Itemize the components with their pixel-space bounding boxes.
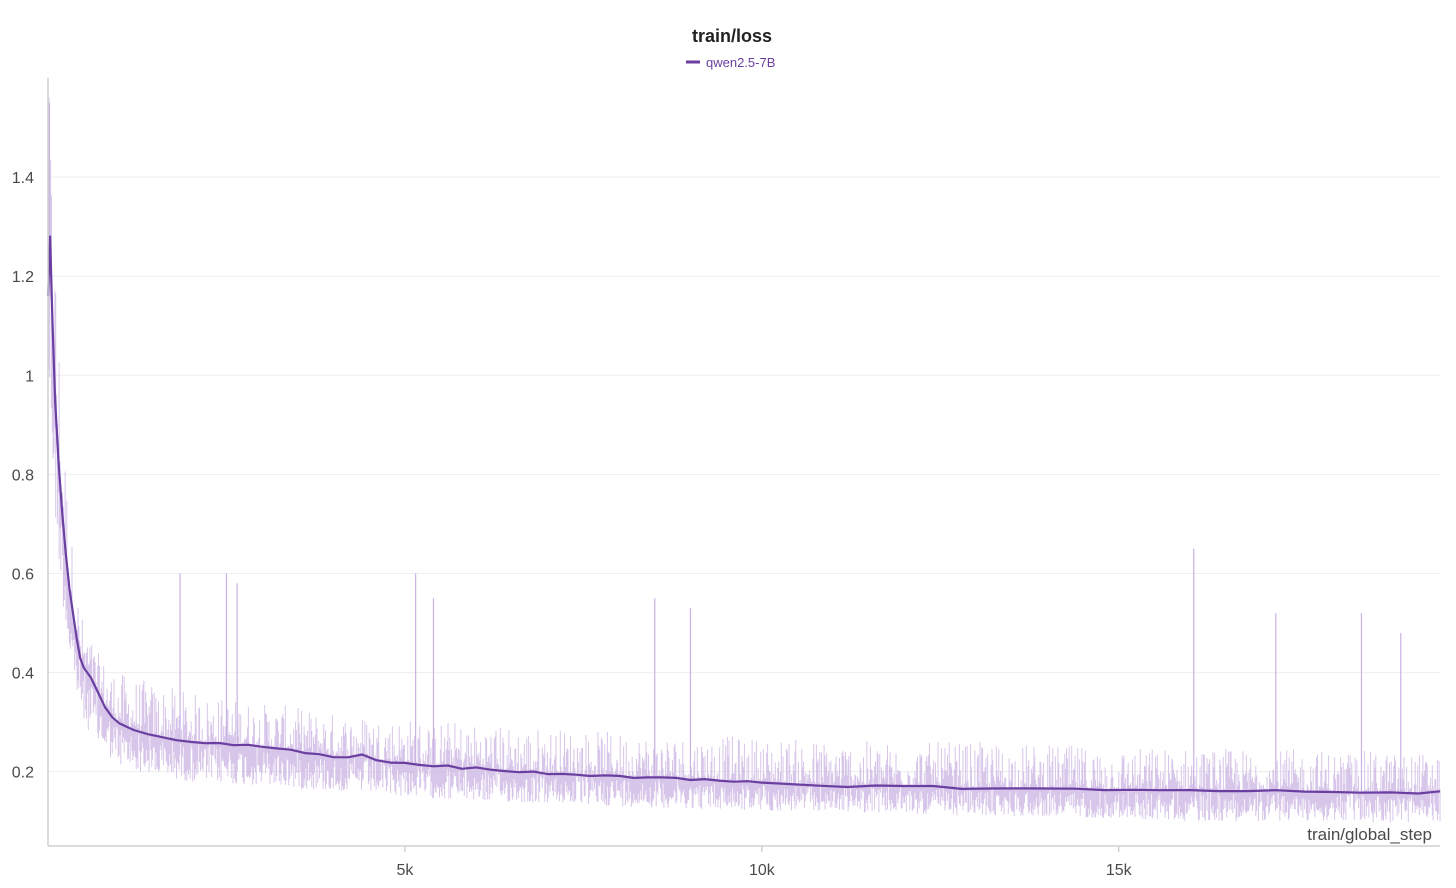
raw-loss-series <box>47 97 1441 823</box>
y-tick-label: 0.4 <box>12 666 34 683</box>
y-tick-label: 0.6 <box>12 566 34 583</box>
x-tick-label: 15k <box>1106 862 1133 879</box>
grid-lines <box>48 176 1440 773</box>
legend-label: qwen2.5-7B <box>706 55 775 70</box>
x-axis-label: train/global_step <box>1307 825 1432 844</box>
chart-title: train/loss <box>692 26 772 46</box>
smoothed-loss-series[interactable] <box>46 235 1441 795</box>
y-tick-label: 0.2 <box>12 765 34 782</box>
y-tick-label: 1.4 <box>12 170 34 187</box>
y-tick-label: 1.2 <box>12 269 34 286</box>
x-axis-ticks: 5k 10k 15k <box>396 846 1133 879</box>
legend[interactable]: qwen2.5-7B <box>686 55 775 70</box>
raw-loss-hairlines <box>47 97 1441 823</box>
smoothed-loss-line[interactable] <box>46 235 1441 795</box>
x-tick-label: 5k <box>396 862 414 879</box>
y-tick-label: 1 <box>25 368 34 385</box>
y-axis-ticks: 0.2 0.4 0.6 0.8 1 1.2 1.4 <box>12 170 34 782</box>
x-tick-label: 10k <box>749 862 776 879</box>
y-tick-label: 0.8 <box>12 467 34 484</box>
